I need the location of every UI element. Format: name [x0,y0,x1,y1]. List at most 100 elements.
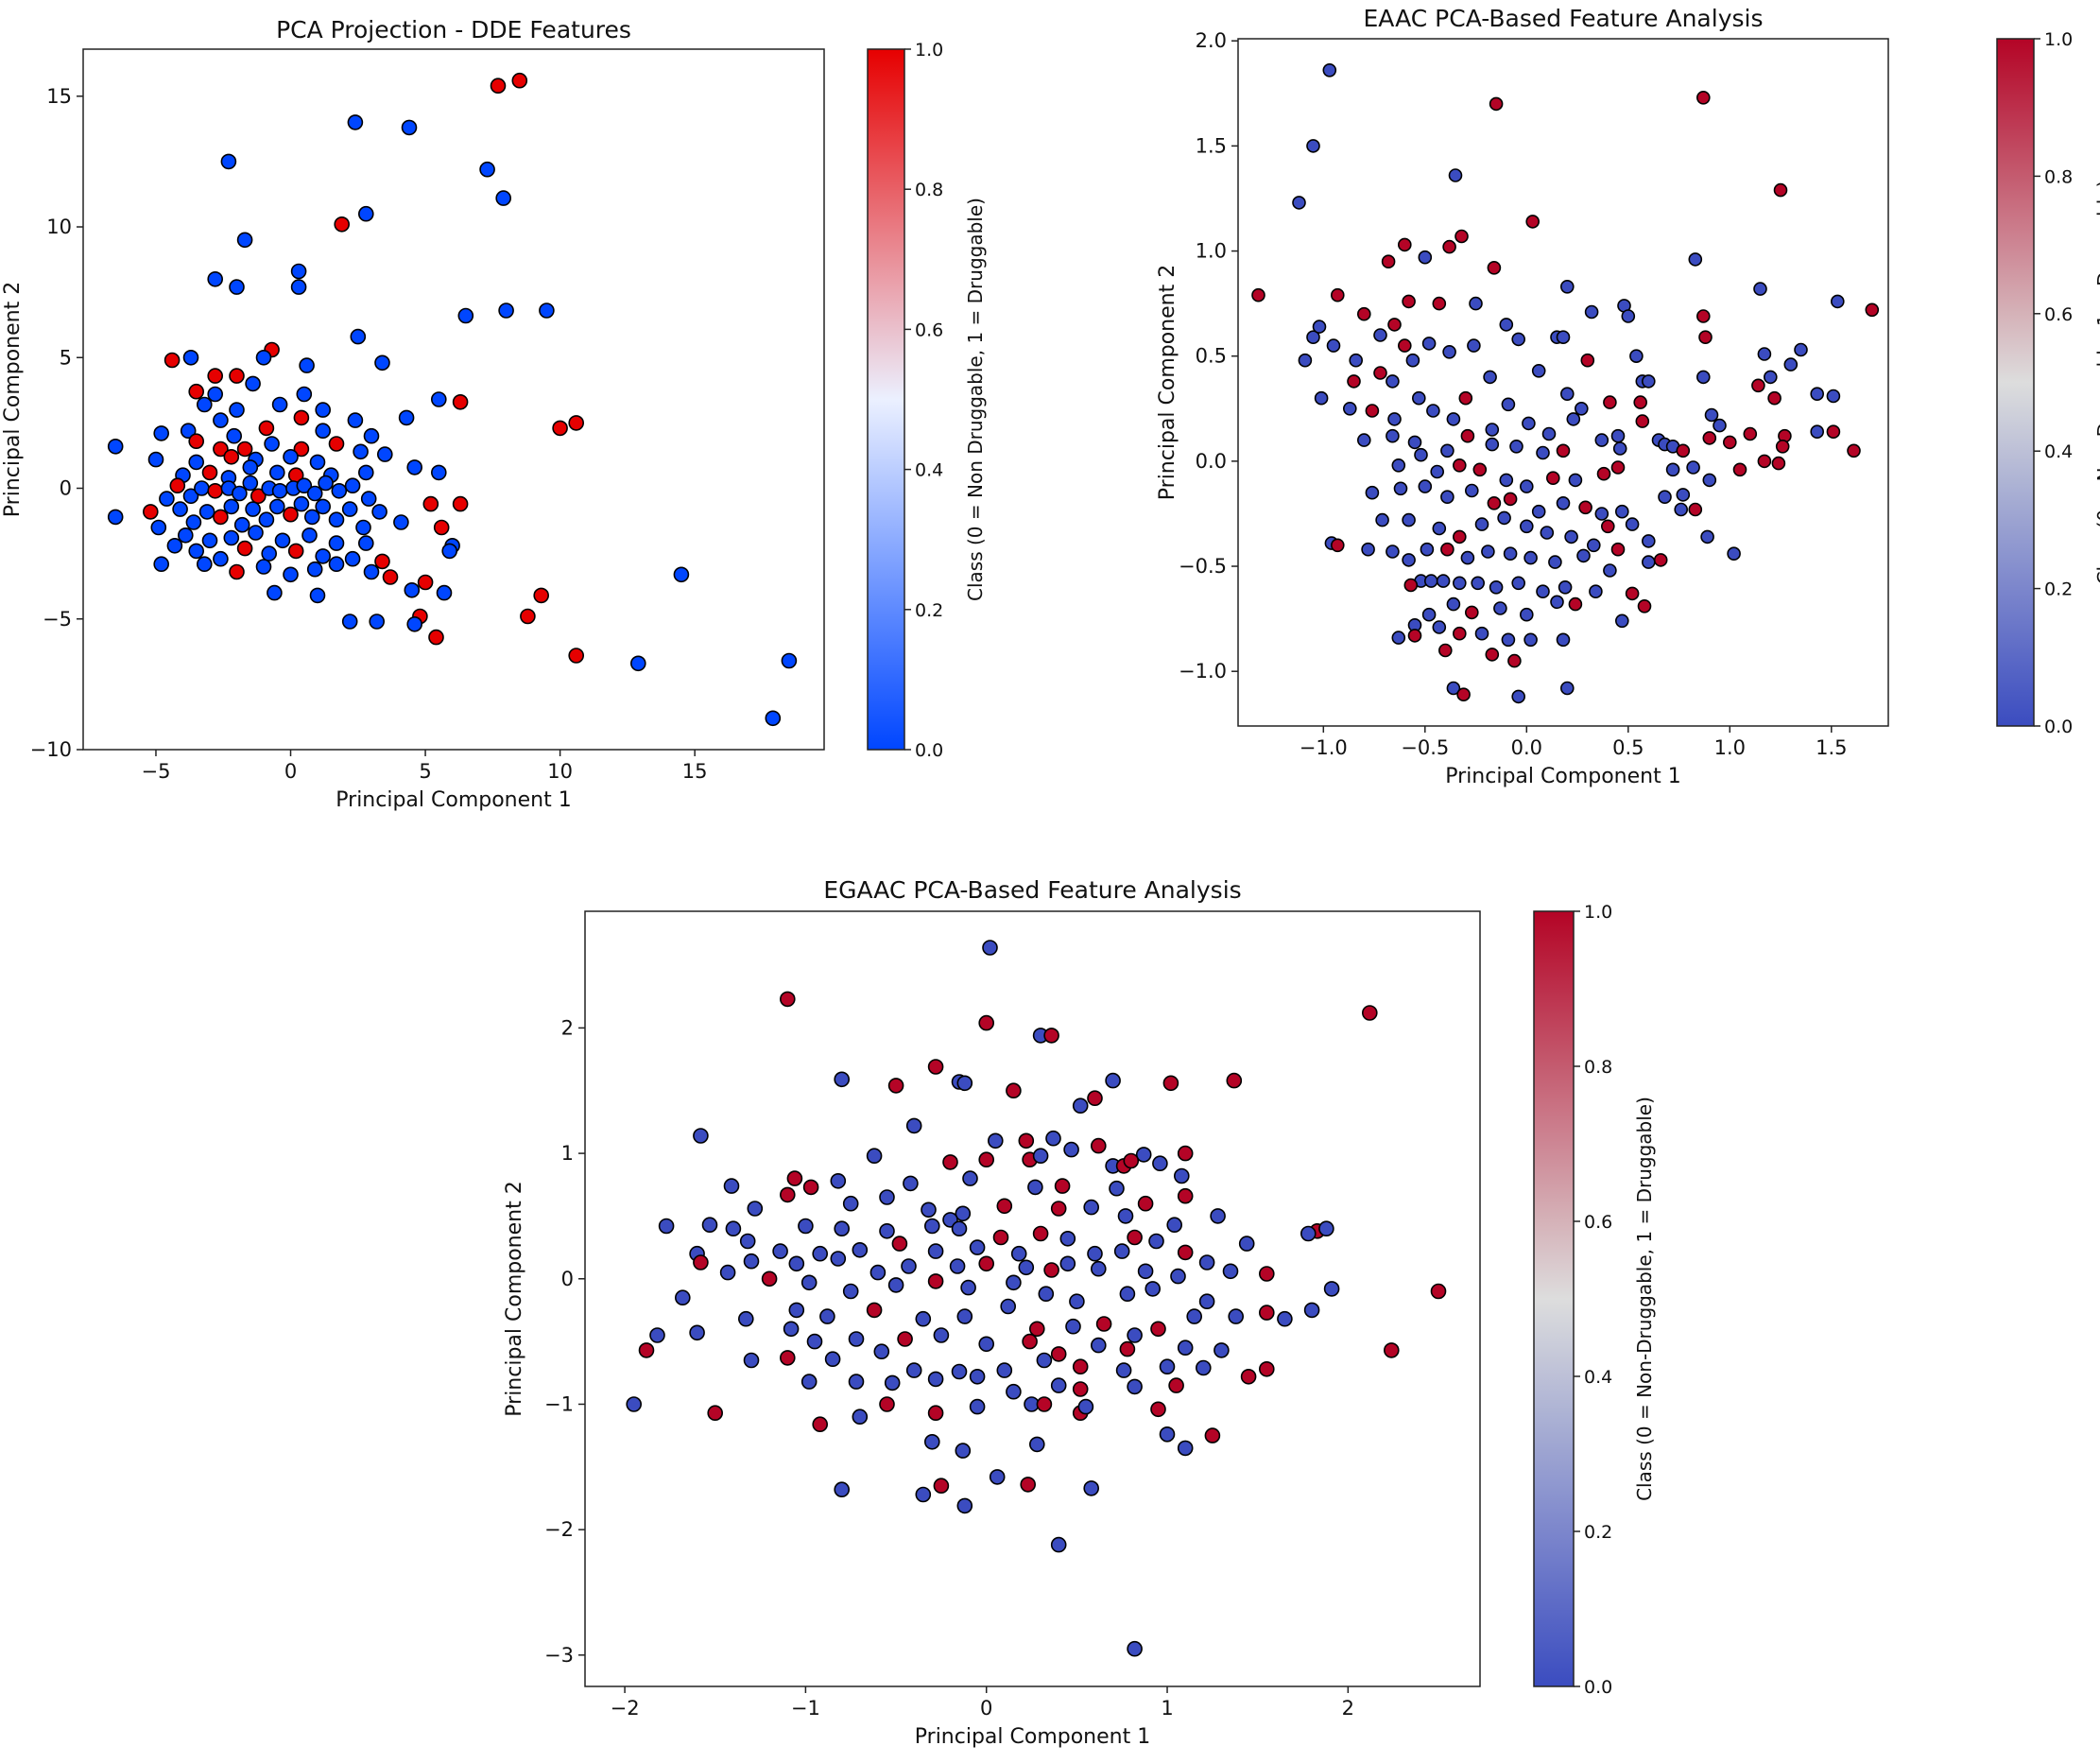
eaac-point [1421,607,1437,622]
dde-point [309,454,326,471]
egaac-point [1159,1358,1176,1375]
chart-egaac-figure: EGAAC PCA-Based Feature Analysis −2 −1 0 1 2 −… [503,876,1656,1749]
dde-point [223,498,240,515]
egaac-point [1077,1398,1094,1415]
dde-point [781,652,798,669]
eaac-point [1474,626,1489,641]
dde-point [250,488,267,505]
eaac-point [1826,424,1841,440]
eaac-point [1397,338,1412,353]
eaac-point [1511,576,1526,591]
dde-point [207,386,223,403]
egaac-colorbar-tick-label: 0.2 [1584,1522,1612,1543]
dde-point [180,423,197,440]
eaac-point [1322,63,1337,78]
eaac-point [1625,586,1640,601]
egaac-point [1148,1233,1164,1250]
dde-point [296,477,313,494]
egaac-point [1177,1440,1194,1457]
eaac-point [1559,681,1575,696]
eaac-point [1312,320,1327,334]
egaac-point [824,1351,841,1368]
egaac-point [1127,1327,1143,1343]
eaac-point [1373,328,1387,342]
egaac-point [1159,1426,1176,1443]
dde-point [290,279,307,295]
eaac-point [1773,182,1788,198]
egaac-colorbar-tick-label: 0.4 [1584,1367,1612,1388]
eaac-point [1810,424,1825,440]
eaac-x-tick-label: −0.5 [1401,736,1449,759]
egaac-point [1430,1283,1447,1300]
egaac-point [1123,1152,1140,1169]
dde-point [328,556,345,573]
dde-chart-title: PCA Projection - DDE Features [276,16,631,43]
eaac-point [1402,553,1416,567]
eaac-point [1695,309,1711,323]
eaac-point [1432,521,1447,536]
dde-point [245,375,261,392]
eaac-point [1603,395,1617,409]
eaac-x-tick-label: 0.0 [1511,736,1542,759]
egaac-point [1000,1298,1016,1315]
eaac-point [1558,579,1573,595]
eaac-point [1440,443,1455,458]
egaac-point [788,1302,805,1319]
dde-point [197,556,213,573]
eaac-colorbar-tick-label: 0.2 [2044,579,2073,600]
eaac-point [1407,435,1422,450]
dde-point [236,540,253,557]
eaac-point [1610,460,1626,475]
eaac-colorbar-tick-label: 0.6 [2044,304,2073,325]
dde-point [229,402,245,418]
egaac-x-tick-label: 0 [980,1697,992,1720]
egaac-point [779,1186,796,1203]
eaac-point [1458,390,1473,406]
eaac-point [1637,598,1652,614]
eaac-point [1497,510,1511,526]
egaac-point [1150,1401,1166,1418]
egaac-point [743,1253,760,1270]
eaac-point [1519,479,1534,493]
egaac-point [719,1264,736,1281]
egaac-point [1020,1477,1036,1493]
dde-point [197,396,213,413]
eaac-point [1403,578,1419,593]
egaac-point [1072,1098,1089,1115]
egaac-point [982,940,998,956]
egaac-point [1228,1308,1244,1324]
dde-point [363,427,380,444]
eaac-point [1387,318,1402,332]
dde-point [271,396,288,413]
eaac-point [1674,502,1689,517]
dde-point [169,477,186,494]
dde-y-tick-label: 15 [46,85,72,108]
dde-point [341,501,358,517]
eaac-point [1391,458,1406,473]
dde-point [271,482,288,499]
eaac-point [1503,492,1518,507]
eaac-point [1381,254,1396,269]
dde-x-tick-label: −5 [141,760,170,783]
eaac-point [1702,431,1717,445]
egaac-point [1010,1245,1027,1262]
egaac-point [955,1443,972,1459]
egaac-colorbar-tick-label: 0.8 [1584,1057,1612,1078]
dde-point [188,383,204,400]
dde-point [242,459,259,475]
eaac-point [1531,363,1546,378]
eaac-point [1452,529,1467,544]
egaac-point [955,1205,972,1222]
dde-point [357,535,374,551]
dde-point [306,561,323,578]
egaac-point [1127,1640,1143,1657]
dde-point [360,491,377,507]
egaac-point [1277,1310,1293,1327]
egaac-point [1032,1225,1049,1242]
egaac-point [1029,1321,1045,1338]
egaac-point [1043,1262,1059,1278]
eaac-point [1442,239,1456,254]
eaac-y-tick-label: 0.0 [1196,450,1227,473]
egaac-point [923,1433,940,1450]
egaac-point [887,1277,904,1293]
